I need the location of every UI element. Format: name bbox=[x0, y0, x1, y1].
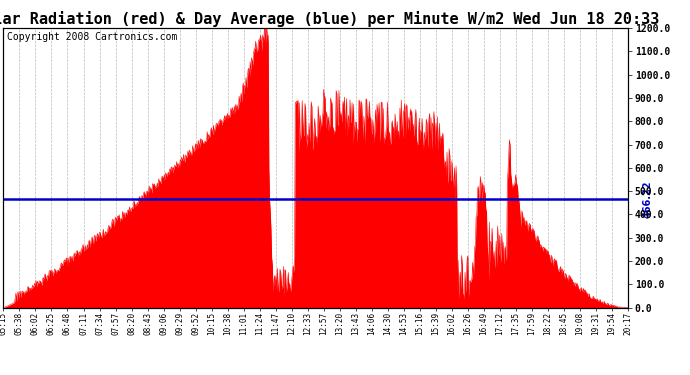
Text: 466.22: 466.22 bbox=[643, 180, 653, 218]
Text: Solar Radiation (red) & Day Average (blue) per Minute W/m2 Wed Jun 18 20:33: Solar Radiation (red) & Day Average (blu… bbox=[0, 11, 660, 27]
Text: Copyright 2008 Cartronics.com: Copyright 2008 Cartronics.com bbox=[7, 32, 177, 42]
